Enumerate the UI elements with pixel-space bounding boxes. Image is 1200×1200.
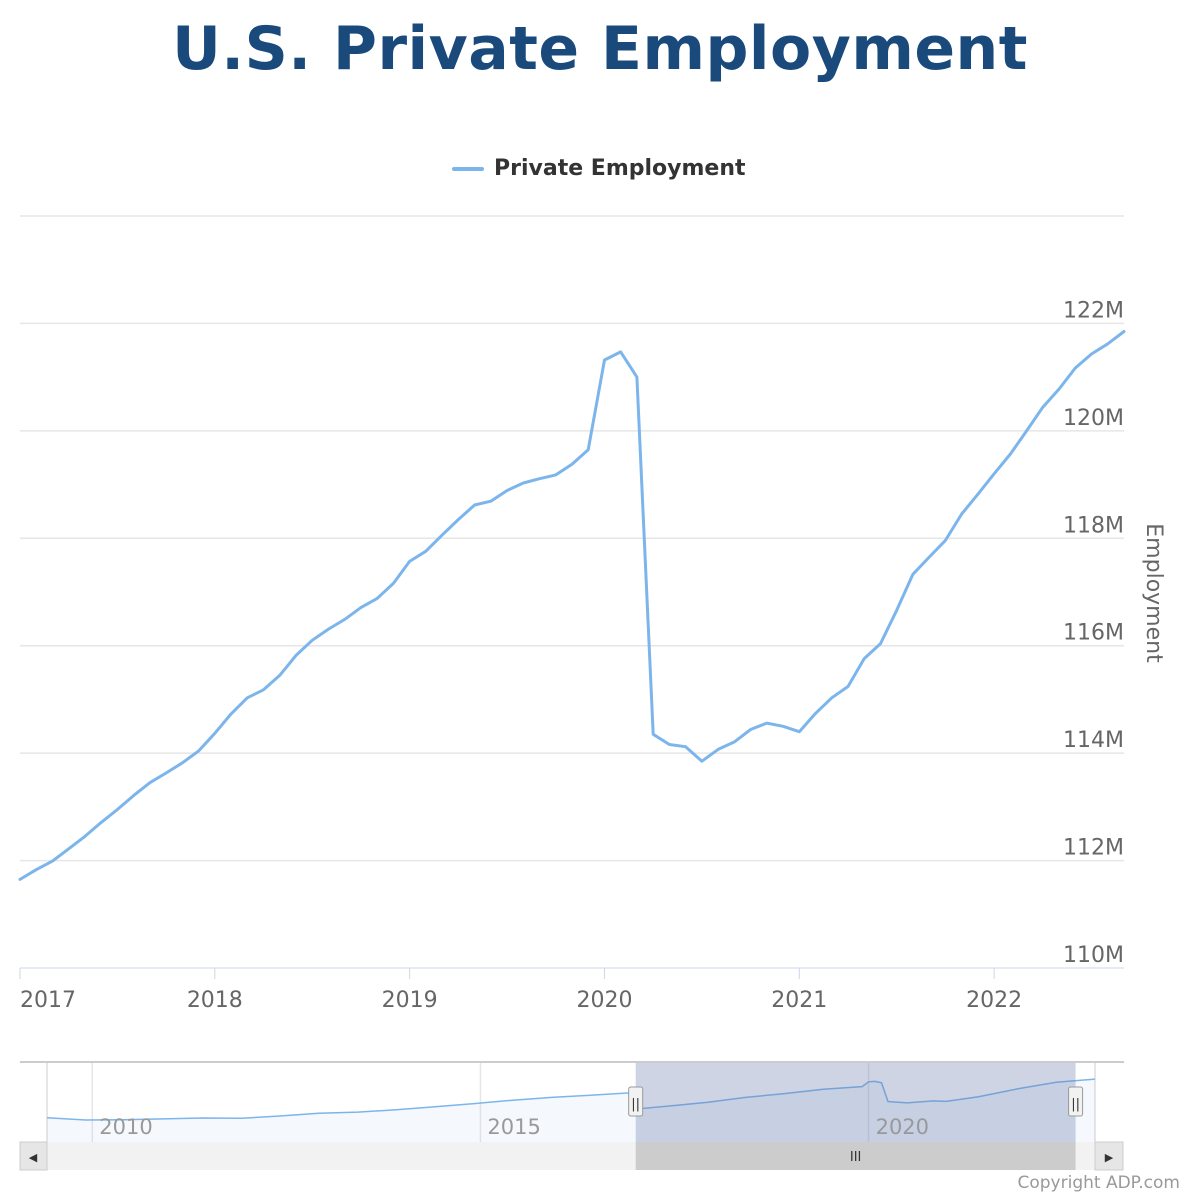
y-tick-label: 116M [1063,621,1124,646]
scroll-right-button[interactable]: ▶ [1094,1141,1124,1171]
x-tick-label: 2019 [382,988,438,1013]
y-tick-label: 118M [1063,513,1124,538]
y-tick-label: 110M [1063,943,1124,968]
y-axis-title: Employment [1141,523,1166,663]
x-tick-label: 2022 [966,988,1022,1013]
x-tick-label: 2021 [771,988,827,1013]
y-axis-ticks: 110M 112M 114M 116M 118M 120M 122M [1063,298,1124,968]
navigator[interactable]: 2010 2015 2020 || || [20,1061,1124,1142]
scrollbar-thumb-grip: III [850,1150,862,1165]
right-arrow-icon: ▶ [1105,1151,1114,1164]
navigator-handle-left[interactable]: || [628,1086,644,1117]
y-tick-label: 122M [1063,298,1124,323]
chart-title: U.S. Private Employment [172,14,1028,84]
series-line-private-employment[interactable] [18,330,1126,881]
handle-left-grip: || [631,1097,640,1112]
y-tick-label: 114M [1063,728,1124,753]
handle-right-grip: || [1071,1097,1080,1112]
scrollbar[interactable]: III ◀ ▶ [19,1141,1124,1171]
left-arrow-icon: ◀ [29,1151,38,1164]
scroll-left-button[interactable]: ◀ [19,1141,48,1171]
x-tick-label: 2017 [20,988,76,1013]
navigator-tick-label: 2020 [876,1115,929,1139]
legend-label: Private Employment [494,156,746,181]
x-axis-ticks: 2017 2018 2019 2020 2021 2022 [19,968,1022,1013]
y-tick-label: 120M [1063,406,1124,431]
scrollbar-thumb[interactable] [635,1142,1076,1170]
navigator-selected-range[interactable] [635,1063,1076,1142]
y-tick-label: 112M [1063,836,1124,861]
navigator-handle-right[interactable]: || [1068,1086,1084,1117]
navigator-series-line [46,1078,1096,1121]
navigator-tick-label: 2010 [99,1115,152,1139]
legend-swatch [452,166,484,171]
navigator-series-area [47,1079,1095,1142]
navigator-tick-label: 2015 [487,1115,540,1139]
copyright-text: Copyright ADP.com [1017,1173,1180,1193]
y-grid [20,215,1124,862]
x-tick-label: 2020 [576,988,632,1013]
navigator-x-ticks: 2010 2015 2020 [99,1115,929,1139]
x-tick-label: 2018 [187,988,243,1013]
legend-item-private-employment[interactable]: Private Employment [452,156,746,181]
